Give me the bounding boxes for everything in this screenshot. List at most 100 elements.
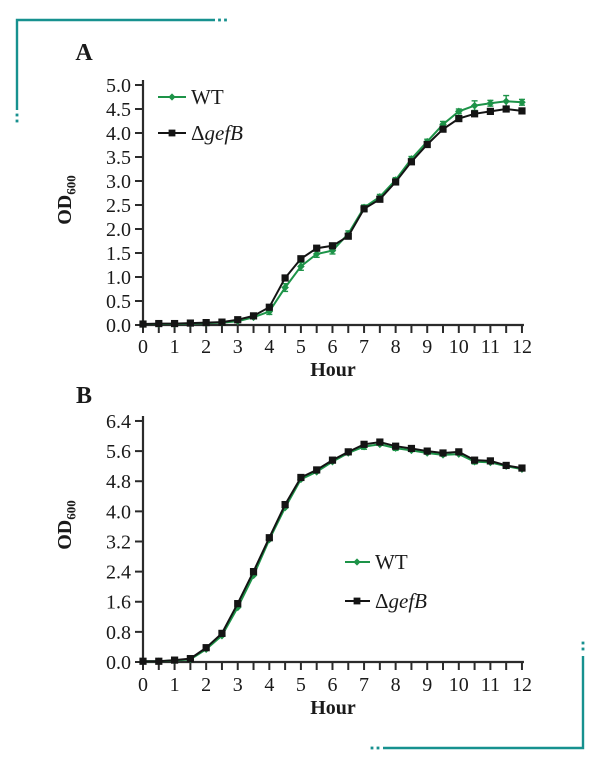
y-tick-label: 0.8	[106, 622, 131, 644]
square-marker	[470, 456, 479, 464]
x-axis-title: Hour	[310, 359, 356, 381]
y-tick-label: 3.5	[106, 147, 131, 169]
x-tick-label: 5	[296, 674, 306, 696]
x-tick-label: 1	[170, 336, 180, 358]
square-marker	[486, 457, 494, 465]
x-tick-label: 9	[422, 674, 432, 696]
square-marker	[297, 473, 305, 482]
x-tick-label: 2	[201, 674, 211, 696]
x-tick-label: 11	[481, 336, 500, 358]
x-tick-label: 0	[138, 674, 148, 696]
square-marker	[218, 318, 226, 326]
legend-label: WT	[191, 85, 224, 109]
diamond-marker	[502, 97, 510, 106]
square-marker	[249, 568, 258, 576]
square-marker	[234, 600, 242, 608]
x-tick-label: 3	[233, 336, 243, 358]
panel-label-b: B	[76, 383, 92, 409]
diamond-marker	[297, 262, 305, 271]
square-marker	[313, 244, 321, 252]
square-marker	[439, 125, 447, 133]
y-tick-label: 3.0	[106, 171, 131, 193]
y-tick-label: 4.0	[106, 501, 131, 523]
square-marker	[170, 656, 179, 664]
series-line	[143, 441, 523, 663]
x-tick-label: 11	[481, 674, 500, 696]
y-tick-label: 6.4	[106, 411, 131, 433]
square-marker	[281, 500, 289, 509]
corner-dot	[15, 113, 19, 117]
square-marker	[328, 242, 337, 250]
square-marker	[249, 312, 258, 320]
x-tick-label: 10	[449, 336, 469, 358]
x-tick-label: 7	[359, 336, 369, 358]
square-marker	[376, 438, 384, 446]
series-wt-b	[139, 440, 526, 666]
y-tick-label: 2.4	[106, 562, 131, 584]
square-marker	[392, 442, 400, 450]
square-marker	[502, 461, 510, 470]
y-tick-label: 2.0	[106, 219, 131, 241]
y-tick-label: 2.5	[106, 195, 131, 217]
y-tick-label: 5.0	[106, 75, 131, 97]
square-marker	[155, 657, 163, 665]
square-marker	[470, 110, 479, 118]
x-tick-label: 12	[512, 336, 532, 358]
square-marker	[360, 205, 368, 213]
x-tick-label: 1	[170, 674, 180, 696]
x-tick-label: 3	[233, 674, 243, 696]
square-marker	[439, 449, 447, 457]
y-tick-label: 0.5	[106, 291, 131, 313]
corner-dot	[15, 119, 19, 123]
y-tick-label: 0.0	[106, 315, 131, 337]
legend-a: WT ΔgefB	[158, 85, 243, 145]
x-tick-label: 4	[264, 336, 274, 358]
corner-dot	[218, 18, 221, 22]
x-tick-label: 10	[449, 674, 469, 696]
y-tick-label: 1.6	[106, 592, 131, 614]
square-marker	[202, 644, 210, 652]
y-tick-label: 4.0	[106, 123, 131, 145]
x-tick-label: 8	[391, 674, 401, 696]
square-marker	[265, 534, 273, 542]
diamond-marker	[281, 283, 289, 292]
legend-diamond-marker	[353, 558, 361, 566]
square-marker	[455, 448, 463, 456]
square-marker	[170, 319, 179, 328]
diamond-marker	[455, 107, 463, 116]
x-tick-label: 6	[327, 336, 337, 358]
square-marker	[139, 657, 147, 665]
square-marker	[139, 320, 147, 328]
x-tick-label: 7	[359, 674, 369, 696]
x-tick-label: 4	[264, 674, 274, 696]
panel-label-a: A	[75, 40, 93, 66]
square-marker	[455, 115, 463, 123]
y-tick-label: 4.5	[106, 99, 131, 121]
corner-dot	[581, 647, 585, 651]
x-tick-label: 8	[391, 336, 401, 358]
square-marker	[218, 629, 226, 637]
y-axis-title: OD600	[54, 500, 79, 550]
legend-label: WT	[375, 550, 408, 574]
legend-label: ΔgefB	[191, 121, 243, 145]
series-mutant-b	[139, 438, 526, 665]
corner-dot	[376, 746, 380, 750]
square-marker	[486, 107, 494, 115]
square-marker	[502, 105, 510, 113]
square-marker	[518, 107, 526, 115]
square-marker	[407, 158, 416, 166]
square-marker	[265, 303, 273, 311]
y-tick-label: 1.5	[106, 243, 131, 265]
x-tick-label: 0	[138, 336, 148, 358]
x-axis-title: Hour	[310, 697, 356, 719]
bottom-right-corner-line	[383, 656, 585, 750]
diamond-marker	[486, 99, 495, 108]
corner-dot	[581, 641, 585, 645]
square-marker	[407, 444, 416, 453]
square-marker	[392, 178, 400, 186]
y-tick-label: 3.2	[106, 531, 131, 553]
square-marker	[281, 274, 289, 282]
square-marker	[186, 319, 194, 327]
